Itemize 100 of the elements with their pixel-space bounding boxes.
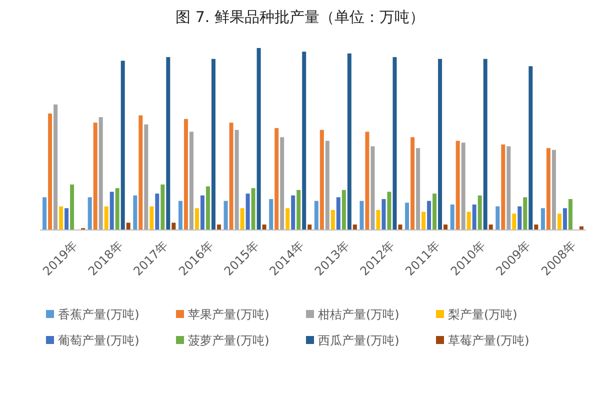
bar [472, 204, 476, 230]
bar [330, 210, 335, 230]
bar [488, 224, 493, 230]
bar [178, 200, 182, 230]
bar [48, 114, 52, 230]
bar [246, 194, 250, 230]
bar [54, 104, 58, 230]
bar [370, 146, 375, 230]
legend-label: 菠萝产量(万吨) [188, 333, 270, 348]
legend-label: 苹果产量(万吨) [188, 307, 270, 322]
bar [104, 206, 108, 230]
bar [286, 208, 290, 230]
bar [150, 206, 154, 230]
bar [483, 58, 488, 230]
legend-label: 香蕉产量(万吨) [58, 307, 140, 322]
bar [422, 212, 426, 230]
bar [382, 199, 386, 230]
bar [172, 222, 176, 230]
bar [296, 190, 301, 230]
bar [240, 208, 244, 230]
bar [138, 115, 143, 230]
bar [64, 208, 69, 230]
bar [352, 224, 357, 230]
bar [478, 195, 482, 230]
bar [528, 66, 533, 230]
bar [115, 188, 120, 230]
bar [518, 206, 522, 230]
bar [360, 200, 364, 230]
bar [160, 184, 165, 230]
bar [405, 202, 410, 230]
bar [88, 197, 92, 230]
bar [506, 146, 511, 230]
bar [410, 137, 415, 230]
legend-label: 葡萄产量(万吨) [58, 333, 140, 348]
bar [365, 132, 370, 230]
bar [557, 214, 562, 230]
bar [200, 195, 204, 230]
bar [98, 117, 103, 230]
bar [540, 208, 545, 230]
bar [336, 197, 340, 230]
bar [194, 208, 199, 230]
bar [432, 194, 437, 230]
bar [189, 132, 194, 230]
bar [133, 195, 138, 230]
legend-label: 草莓产量(万吨) [448, 333, 530, 348]
bar [466, 212, 471, 230]
bar [291, 195, 296, 230]
bar [126, 222, 130, 230]
bar [166, 57, 170, 230]
bar [308, 224, 312, 230]
bar [325, 140, 330, 230]
bar [501, 144, 506, 230]
bar [534, 224, 538, 230]
bar [552, 150, 556, 230]
bar [342, 190, 346, 230]
bar [347, 53, 352, 230]
bar [450, 204, 454, 230]
legend-label: 柑桔产量(万吨) [317, 307, 400, 322]
bar [392, 57, 397, 230]
bar [184, 118, 188, 230]
bar [251, 188, 256, 230]
bar [256, 48, 261, 230]
bar [438, 58, 442, 230]
bar [546, 148, 550, 230]
legend-label: 梨产量(万吨) [448, 307, 518, 322]
bar [234, 130, 239, 230]
chart-title: 图 7. 鲜果品种批产量（单位：万吨） [176, 8, 424, 26]
bar [206, 186, 210, 230]
bar [416, 148, 420, 230]
bar [155, 194, 160, 230]
bar [302, 52, 306, 230]
bar [314, 200, 318, 230]
bar [376, 210, 380, 230]
bar [262, 224, 266, 230]
bar [269, 199, 274, 230]
bar [523, 197, 528, 230]
bar [216, 224, 221, 230]
bar [93, 122, 98, 230]
bar [59, 206, 64, 230]
bar [398, 224, 402, 230]
bar [280, 137, 284, 230]
bar [110, 192, 114, 230]
bar [224, 200, 228, 230]
bar [427, 200, 432, 230]
bar [461, 142, 466, 230]
bar [211, 58, 216, 230]
bar [444, 224, 448, 230]
bar [387, 192, 392, 230]
bar [274, 128, 279, 230]
bar [320, 130, 324, 230]
bar [42, 197, 47, 230]
bar [144, 124, 148, 230]
bar [229, 122, 234, 230]
bar [568, 199, 572, 230]
legend-label: 西瓜产量(万吨) [318, 333, 400, 348]
bar [496, 206, 500, 230]
bar [70, 184, 74, 230]
bar [562, 208, 567, 230]
bar [512, 214, 516, 230]
bar [120, 60, 125, 230]
